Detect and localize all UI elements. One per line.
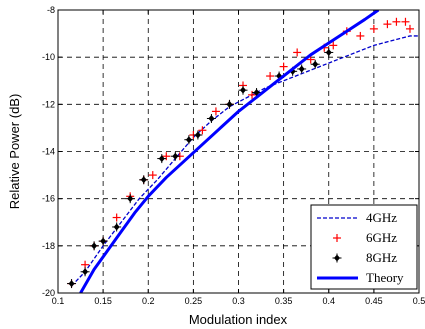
data-point-6ghz [383,20,392,29]
data-point-6ghz [329,41,338,50]
data-point-6ghz [279,62,288,71]
x-tick-label: 0.1 [52,296,65,306]
x-tick-label: 0.5 [413,296,425,306]
legend: 4GHz 6GHz 8GHz Theory [310,204,418,290]
data-point-6ghz [162,152,171,161]
data-point-6ghz [112,213,121,222]
plot-frame [57,9,420,294]
data-point-8ghz [139,175,149,185]
data-point-8ghz [112,222,122,232]
data-point-6ghz [266,72,275,81]
x-tick-label: 0.35 [275,296,293,306]
data-point-6ghz [405,24,414,33]
legend-box [310,204,418,290]
data-point-6ghz [306,55,315,64]
data-point-6ghz [198,126,207,135]
data-point-8ghz [224,99,234,109]
series-line-theory [79,10,380,293]
data-point-8ghz [206,113,216,123]
data-point-6ghz [401,17,410,26]
legend-label: 4GHz [366,210,397,225]
y-tick-label: -18 [42,241,55,251]
data-point-6ghz [369,24,378,33]
y-tick-label: -10 [42,52,55,62]
data-point-8ghz [170,151,180,161]
data-point-6ghz [356,31,365,40]
data-point-8ghz [184,135,194,145]
data-point-8ghz [80,267,90,277]
data-point-6ghz [248,90,257,99]
legend-label: 6GHz [366,230,397,245]
data-point-6ghz [211,107,220,116]
x-tick-label: 0.25 [185,296,203,306]
data-point-6ghz [392,17,401,26]
legend-label: 8GHz [366,250,397,265]
data-point-8ghz [157,154,167,164]
legend-swatch [332,253,342,263]
data-point-6ghz [293,48,302,57]
legend-label: Theory [366,270,404,285]
x-axis-label: Modulation index [189,312,288,327]
x-tick-label: 0.2 [142,296,155,306]
y-tick-label: -20 [42,288,55,298]
series-layer [67,10,419,293]
x-tick-label: 0.3 [232,296,245,306]
data-point-8ghz [324,47,334,57]
data-point-8ghz [67,279,77,289]
x-tick-label: 0.15 [94,296,112,306]
legend-swatch [333,234,341,242]
series-line-4ghz [71,35,419,287]
tick-labels: 0.1 0.15 0.2 0.25 0.3 0.35 0.4 0.45 0.5 -8 -10 -12 -… [42,5,425,306]
legend-entry-4ghz: 4GHz [317,210,397,225]
y-tick-label: -8 [47,5,55,15]
y-tick-label: -16 [42,194,55,204]
data-point-8ghz [125,194,135,204]
legend-entry-6ghz: 6GHz [333,230,397,245]
y-tick-label: -12 [42,99,55,109]
data-point-8ghz [297,64,307,74]
x-tick-label: 0.45 [365,296,383,306]
x-tick-label: 0.4 [322,296,335,306]
data-point-8ghz [193,130,203,140]
legend-entry-8ghz: 8GHz [332,250,397,265]
y-tick-label: -14 [42,147,55,157]
data-point-8ghz [238,85,248,95]
data-point-8ghz [89,241,99,251]
data-point-8ghz [98,236,108,246]
data-point-8ghz [310,59,320,69]
data-point-6ghz [148,171,157,180]
y-axis-label: Relative Power (dB) [7,94,22,210]
legend-entry-theory: Theory [317,270,404,285]
